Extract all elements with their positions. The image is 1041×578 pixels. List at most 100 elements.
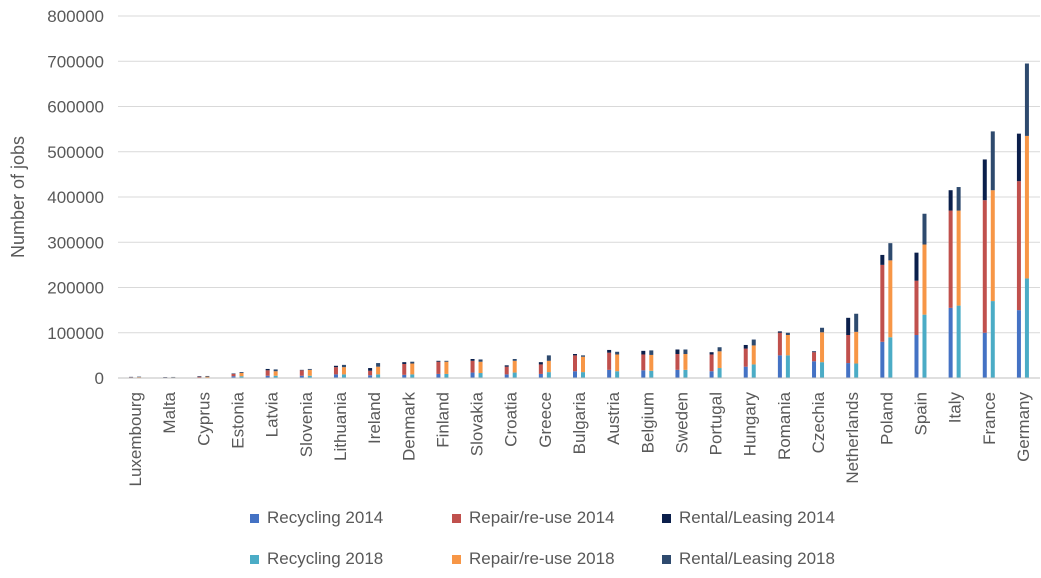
bar-segment xyxy=(368,371,372,376)
bar-segment xyxy=(914,253,918,281)
bar-segment xyxy=(888,337,892,378)
bar-segment xyxy=(1025,278,1029,378)
bar-segment xyxy=(444,362,448,374)
bar-segment xyxy=(683,370,687,378)
bar-segment xyxy=(778,355,782,378)
x-tick-label: Belgium xyxy=(638,392,657,453)
bar-segment xyxy=(914,281,918,335)
bar-segment xyxy=(342,374,346,378)
bar-segment xyxy=(880,255,884,265)
bar-segment xyxy=(376,367,380,375)
bar-segment xyxy=(991,301,995,378)
bar-segment xyxy=(649,355,653,371)
y-tick-label: 100000 xyxy=(47,324,104,343)
bar-segment xyxy=(308,370,312,376)
bar-segment xyxy=(197,376,201,377)
bar-segment xyxy=(274,369,278,371)
bar-segment xyxy=(479,373,483,378)
bar-segment xyxy=(1017,310,1021,378)
bar-segment xyxy=(505,374,509,378)
x-tick-label: Bulgaria xyxy=(570,391,589,454)
bar-segment xyxy=(436,362,440,374)
bar-segment xyxy=(778,333,782,356)
bar-segment xyxy=(888,243,892,260)
bar-segment xyxy=(505,365,509,366)
bar-segment xyxy=(444,361,448,362)
bar-segment xyxy=(983,333,987,378)
bar-segment xyxy=(607,370,611,378)
bar-segment xyxy=(607,350,611,353)
bar-segment xyxy=(744,367,748,378)
bar-segment xyxy=(683,349,687,354)
x-tick-label: Latvia xyxy=(263,391,282,437)
bar-segment xyxy=(786,335,790,355)
bar-segment xyxy=(334,374,338,378)
bar-segment xyxy=(581,355,585,356)
bar-segment xyxy=(949,211,953,308)
y-tick-label: 200000 xyxy=(47,279,104,298)
x-tick-label: France xyxy=(980,392,999,445)
bar-segment xyxy=(922,214,926,245)
bar-segment xyxy=(983,159,987,200)
bar-segment xyxy=(683,354,687,370)
bar-segment xyxy=(539,364,543,374)
bar-segment xyxy=(308,369,312,370)
x-tick-label: Slovenia xyxy=(297,391,316,457)
bar-segment xyxy=(752,340,756,346)
y-tick-label: 700000 xyxy=(47,52,104,71)
bar-segment xyxy=(573,371,577,378)
bar-segment xyxy=(376,363,380,367)
bar-segment xyxy=(949,308,953,378)
x-tick-label: Cyprus xyxy=(194,392,213,446)
bar-segment xyxy=(513,359,517,361)
bar-segment xyxy=(471,373,475,378)
bar-segment xyxy=(513,361,517,373)
bar-segment xyxy=(539,362,543,364)
bar-segment xyxy=(581,372,585,378)
bar-segment xyxy=(342,367,346,374)
bar-segment xyxy=(368,368,372,371)
y-tick-label: 500000 xyxy=(47,143,104,162)
y-tick-label: 800000 xyxy=(47,7,104,26)
x-tick-label: Denmark xyxy=(399,392,418,461)
bar-segment xyxy=(641,370,645,378)
bar-segment xyxy=(547,355,551,360)
bar-segment xyxy=(607,353,611,370)
x-tick-label: Greece xyxy=(536,392,555,448)
bar-segment xyxy=(820,328,824,333)
bar-segment xyxy=(675,370,679,378)
bar-segment xyxy=(846,318,850,335)
bar-segment xyxy=(641,354,645,370)
grid-lines xyxy=(118,16,1040,333)
x-tick-label: Portugal xyxy=(707,392,726,455)
bar-segment xyxy=(718,347,722,351)
bar-segment xyxy=(410,362,414,364)
y-tick-label: 0 xyxy=(95,369,104,388)
x-tick-label: Hungary xyxy=(741,392,760,457)
bar-segment xyxy=(820,362,824,378)
bar-segment xyxy=(812,352,816,361)
bar-segment xyxy=(957,187,961,211)
bar-segment xyxy=(922,315,926,378)
y-tick-label: 400000 xyxy=(47,188,104,207)
bar-segment xyxy=(675,354,679,370)
bar-segment xyxy=(402,362,406,364)
bars xyxy=(129,64,1029,378)
bar-segment xyxy=(573,354,577,355)
bar-segment xyxy=(266,369,270,370)
x-tick-label: Finland xyxy=(433,392,452,448)
bar-segment xyxy=(240,373,244,376)
bar-segment xyxy=(410,364,414,375)
x-tick-label: Lithuania xyxy=(331,391,350,461)
x-tick-label: Italy xyxy=(946,392,965,424)
x-tick-label: Croatia xyxy=(502,391,521,446)
x-tick-label: Netherlands xyxy=(843,392,862,484)
bar-segment xyxy=(744,349,748,367)
bar-segment xyxy=(718,368,722,378)
bar-segment xyxy=(718,351,722,368)
bar-segment xyxy=(649,371,653,378)
y-tick-label: 600000 xyxy=(47,98,104,117)
bar-segment xyxy=(547,372,551,378)
y-axis-label: Number of jobs xyxy=(8,136,28,258)
bar-segment xyxy=(888,260,892,337)
